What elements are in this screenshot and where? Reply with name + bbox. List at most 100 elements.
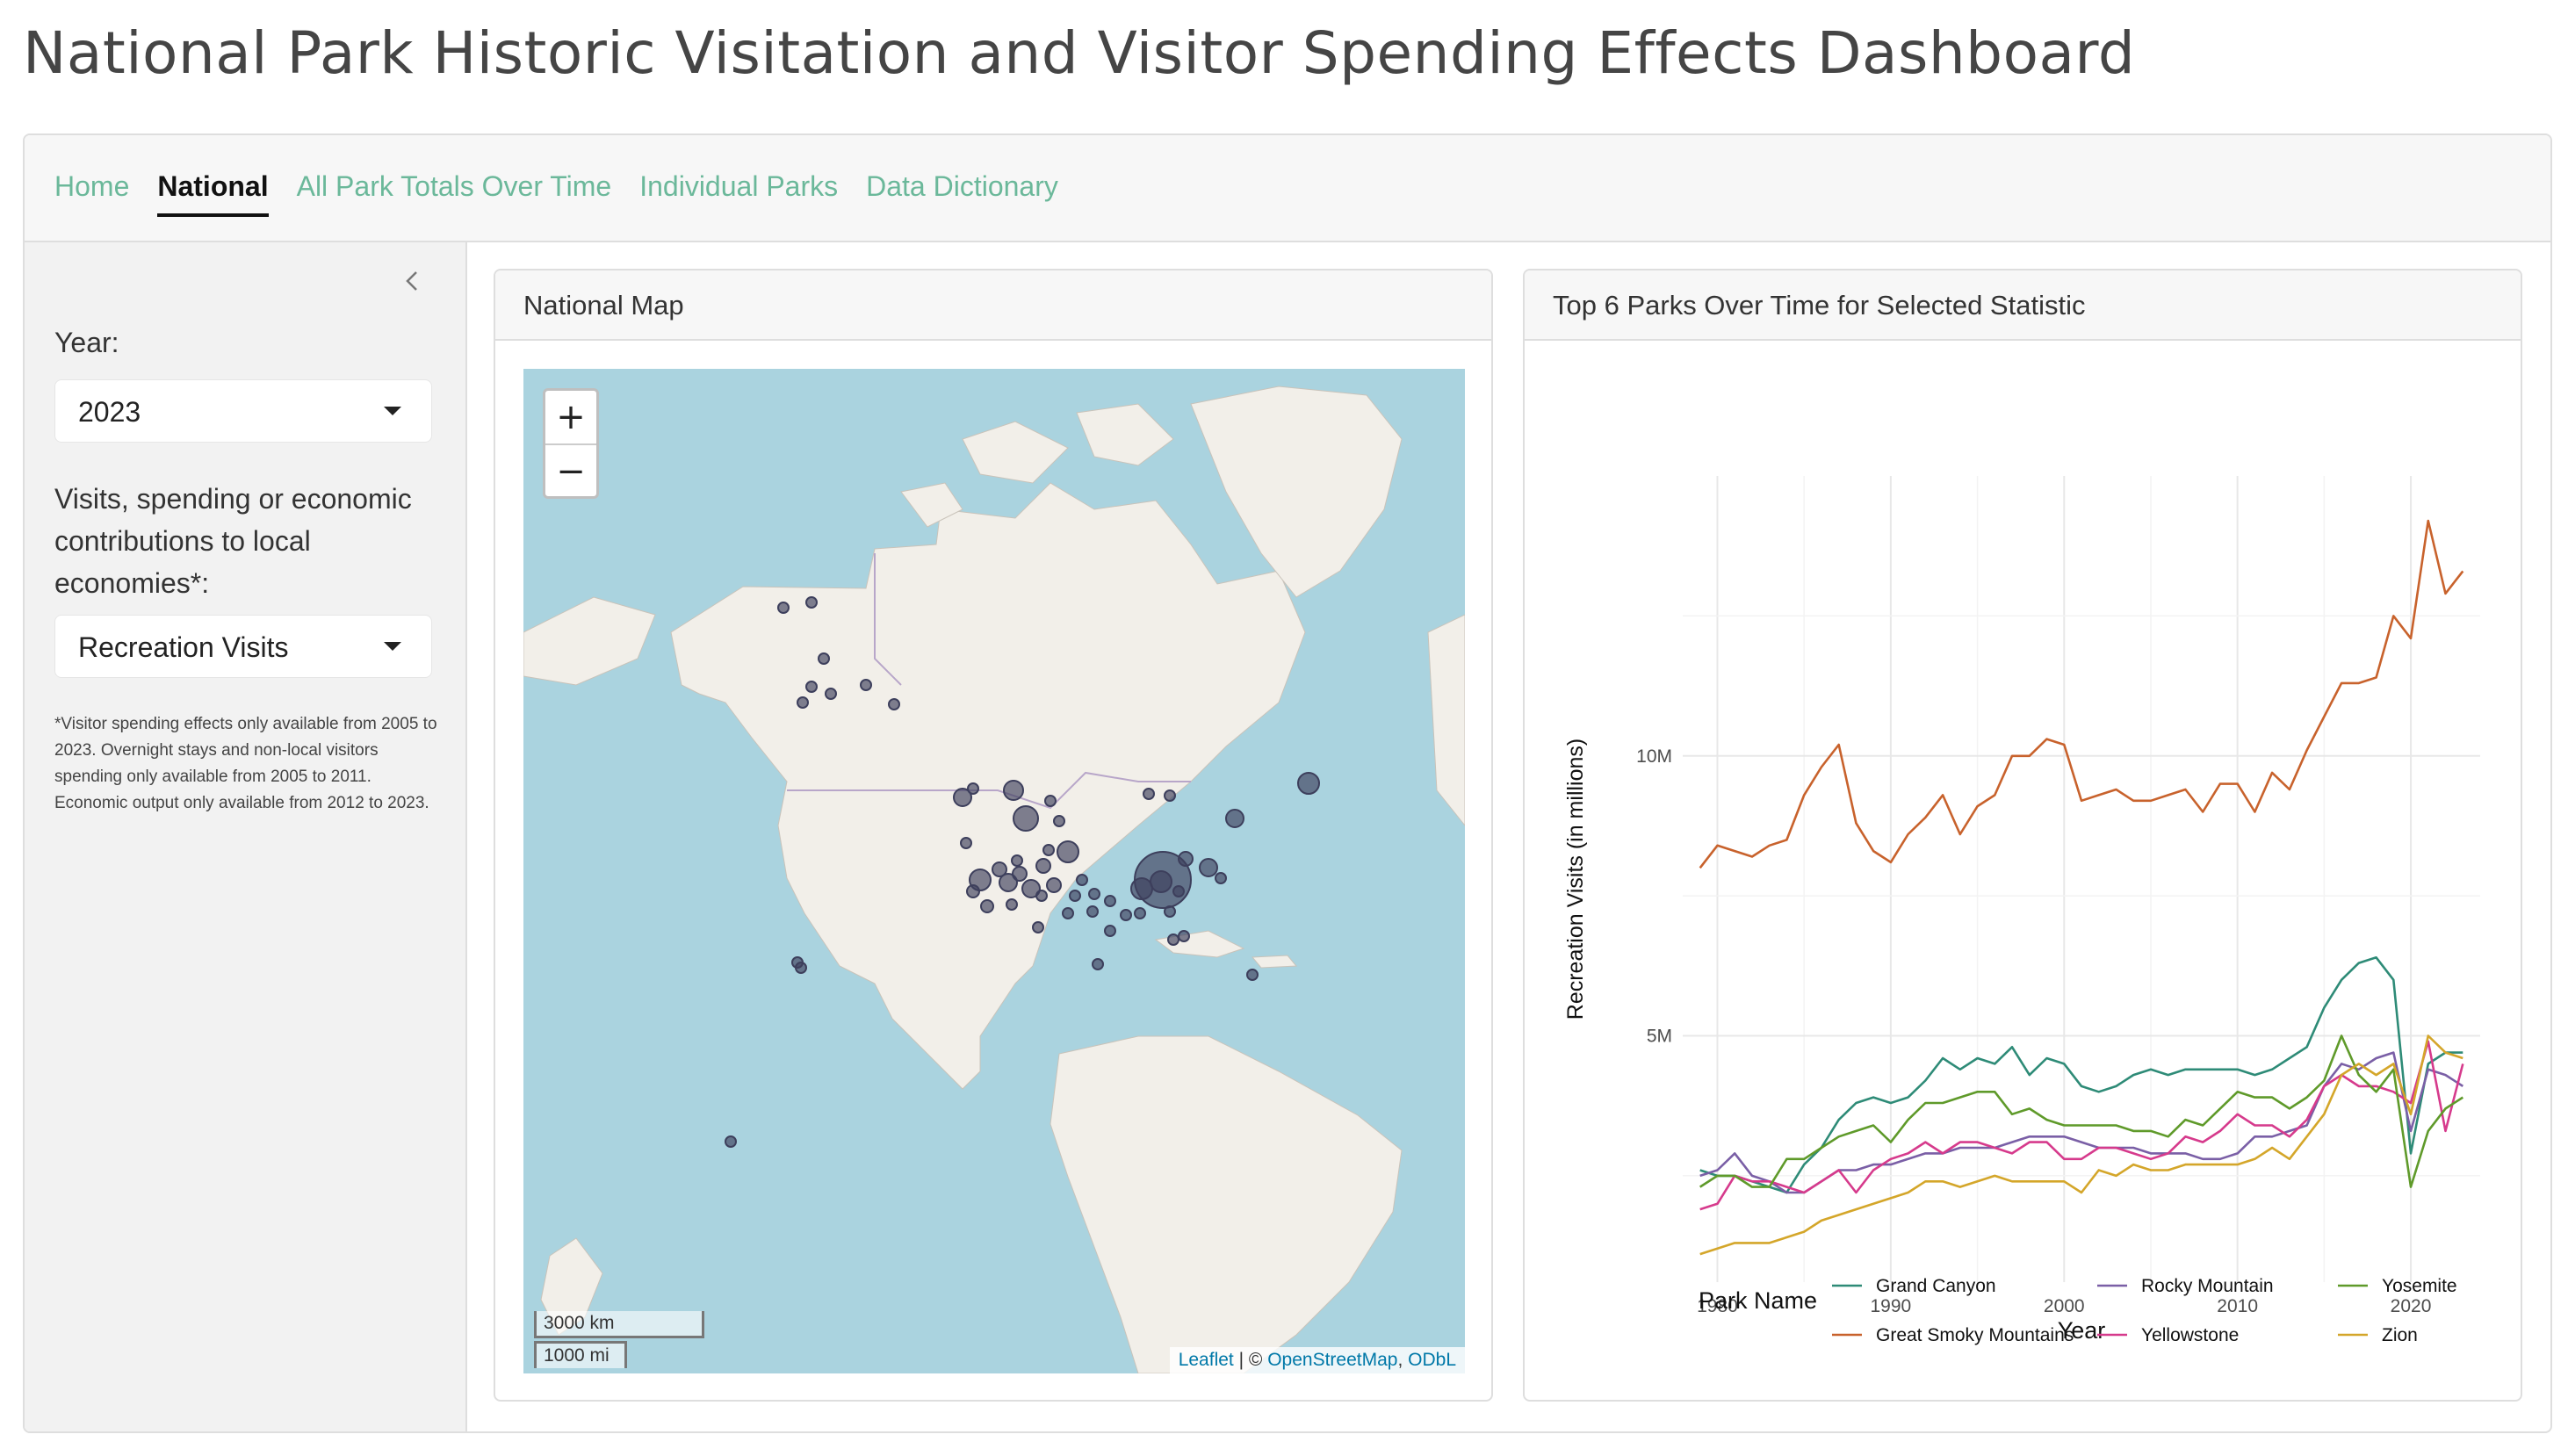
- park-markers: [725, 596, 1320, 1148]
- statistic-select-value: Recreation Visits: [78, 631, 289, 663]
- park-marker[interactable]: [1246, 969, 1259, 981]
- park-marker[interactable]: [967, 782, 979, 795]
- statistic-select[interactable]: Recreation Visits: [54, 615, 432, 678]
- series-line-grand-canyon: [1699, 956, 2463, 1194]
- park-marker[interactable]: [1076, 874, 1088, 886]
- park-marker[interactable]: [825, 688, 837, 700]
- legend-label: Great Smoky Mountains: [1876, 1325, 2074, 1345]
- park-marker[interactable]: [966, 884, 980, 898]
- attribution-comma: ,: [1397, 1350, 1409, 1370]
- dashboard-panel: Home National All Park Totals Over Time …: [23, 133, 2552, 1433]
- park-marker[interactable]: [953, 788, 972, 807]
- tab-national[interactable]: National: [157, 170, 269, 217]
- map-attribution: Leaflet | © OpenStreetMap, ODbL: [1169, 1347, 1465, 1373]
- park-marker[interactable]: [805, 681, 818, 693]
- park-marker[interactable]: [1104, 895, 1116, 907]
- attribution-sep: | ©: [1233, 1350, 1268, 1370]
- park-marker[interactable]: [888, 698, 900, 710]
- park-marker[interactable]: [1120, 909, 1132, 921]
- park-marker[interactable]: [1178, 930, 1190, 942]
- caret-down-icon: [384, 407, 401, 415]
- park-marker[interactable]: [1225, 809, 1244, 828]
- nav-tabs: Home National All Park Totals Over Time …: [54, 170, 1058, 217]
- park-marker[interactable]: [1297, 772, 1320, 795]
- chart-card: Top 6 Parks Over Time for Selected Stati…: [1523, 269, 2522, 1402]
- park-marker[interactable]: [1013, 805, 1039, 832]
- park-marker[interactable]: [777, 602, 790, 614]
- park-marker[interactable]: [1062, 907, 1074, 919]
- park-marker[interactable]: [1046, 877, 1062, 893]
- park-marker[interactable]: [1086, 905, 1099, 918]
- legend-title: Park Name: [1699, 1287, 1817, 1314]
- park-marker[interactable]: [1143, 788, 1155, 800]
- park-marker[interactable]: [818, 652, 830, 665]
- chevron-left-icon[interactable]: [397, 265, 429, 297]
- year-select[interactable]: 2023: [54, 379, 432, 443]
- park-marker[interactable]: [1104, 925, 1116, 937]
- park-marker[interactable]: [795, 962, 807, 974]
- park-marker[interactable]: [1167, 933, 1179, 946]
- park-marker[interactable]: [980, 899, 994, 913]
- x-tick-label: 2000: [2044, 1296, 2085, 1316]
- tab-individual-parks[interactable]: Individual Parks: [639, 170, 839, 202]
- park-marker[interactable]: [1172, 885, 1185, 897]
- park-marker[interactable]: [1164, 905, 1176, 918]
- tab-all-park-totals[interactable]: All Park Totals Over Time: [296, 170, 612, 202]
- odbl-link[interactable]: ODbL: [1408, 1350, 1456, 1370]
- zoom-in-button[interactable]: +: [556, 397, 586, 437]
- park-marker[interactable]: [1011, 854, 1023, 867]
- park-marker[interactable]: [999, 873, 1018, 892]
- park-marker[interactable]: [992, 861, 1007, 877]
- visits-line-chart: 1980 1990 2000 2010 2020 5M 10M Year Recreation …: [1563, 476, 2480, 1345]
- park-marker[interactable]: [860, 679, 872, 691]
- park-marker[interactable]: [1021, 879, 1041, 898]
- osm-link[interactable]: OpenStreetMap: [1267, 1350, 1398, 1370]
- leaflet-link[interactable]: Leaflet: [1178, 1350, 1234, 1370]
- legend-label: Zion: [2382, 1325, 2418, 1345]
- chart-legend: Park Name Grand Canyon Great Smoky Mountai…: [1699, 1276, 2457, 1345]
- park-marker[interactable]: [797, 696, 809, 709]
- park-marker[interactable]: [1088, 888, 1100, 900]
- legend-label: Yosemite: [2382, 1276, 2457, 1296]
- park-marker[interactable]: [1006, 898, 1018, 911]
- x-tick-label: 2010: [2217, 1296, 2258, 1316]
- park-marker[interactable]: [1012, 866, 1028, 882]
- statistic-label: Visits, spending or economic contributio…: [54, 483, 412, 599]
- park-marker[interactable]: [1199, 858, 1218, 877]
- park-marker[interactable]: [1134, 907, 1146, 919]
- zoom-out-button[interactable]: −: [545, 443, 596, 496]
- y-tick-label: 5M: [1647, 1027, 1672, 1047]
- year-select-value: 2023: [78, 396, 141, 428]
- park-marker[interactable]: [1164, 789, 1176, 802]
- map-card-title: National Map: [495, 270, 1491, 341]
- zoom-control: + −: [543, 388, 599, 499]
- park-marker[interactable]: [1092, 958, 1104, 970]
- chart-card-title: Top 6 Parks Over Time for Selected Stati…: [1525, 270, 2521, 341]
- tab-data-dictionary[interactable]: Data Dictionary: [866, 170, 1058, 202]
- park-marker[interactable]: [1032, 921, 1044, 933]
- park-marker[interactable]: [1035, 890, 1048, 902]
- tab-home[interactable]: Home: [54, 170, 130, 202]
- park-marker[interactable]: [1044, 795, 1057, 807]
- series-line-zion: [1699, 1034, 2463, 1256]
- chart-gridlines: [1683, 476, 2480, 1282]
- park-marker[interactable]: [1069, 890, 1081, 902]
- park-marker[interactable]: [960, 837, 972, 849]
- park-marker[interactable]: [1053, 815, 1065, 827]
- series-line-rocky-mountain: [1699, 1051, 2464, 1194]
- map-card: National Map: [494, 269, 1493, 1402]
- park-marker[interactable]: [1003, 780, 1024, 801]
- park-marker[interactable]: [1042, 844, 1055, 856]
- park-marker[interactable]: [725, 1135, 737, 1148]
- series-line-yosemite: [1699, 1034, 2464, 1188]
- park-marker[interactable]: [1134, 851, 1192, 909]
- park-marker[interactable]: [1035, 858, 1051, 874]
- legend-label: Rocky Mountain: [2141, 1276, 2274, 1296]
- national-map[interactable]: + − 3000 km 1000 mi Leaflet | © OpenStre…: [523, 369, 1465, 1373]
- navbar: Home National All Park Totals Over Time …: [25, 135, 2550, 242]
- scale-bar-mi: 1000 mi: [534, 1341, 627, 1368]
- park-marker[interactable]: [1057, 840, 1079, 863]
- park-marker[interactable]: [1215, 872, 1227, 884]
- park-marker[interactable]: [805, 596, 818, 609]
- caret-down-icon: [384, 642, 401, 651]
